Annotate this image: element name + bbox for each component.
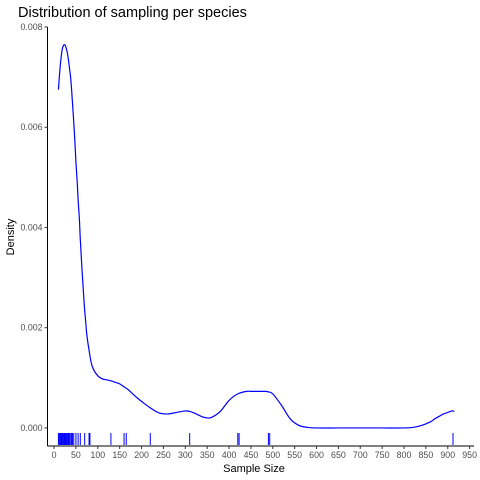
chart-title: Distribution of sampling per species xyxy=(18,5,247,21)
x-tick-label: 950 xyxy=(462,450,477,460)
x-axis-title: Sample Size xyxy=(223,463,285,475)
y-tick-label: 0.006 xyxy=(20,122,42,132)
x-tick-label: 0 xyxy=(52,450,57,460)
y-tick-label: 0.002 xyxy=(20,323,42,333)
x-tick-label: 900 xyxy=(440,450,455,460)
x-tick-label: 500 xyxy=(265,450,280,460)
x-tick-label: 50 xyxy=(71,450,81,460)
x-tick-label: 700 xyxy=(353,450,368,460)
y-axis: 0.000 0.002 0.004 0.006 0.008 xyxy=(20,22,48,446)
y-axis-title: Density xyxy=(5,218,17,255)
x-tick-label: 750 xyxy=(375,450,390,460)
x-tick-label: 300 xyxy=(178,450,193,460)
x-tick-label: 800 xyxy=(397,450,412,460)
series-group xyxy=(57,44,455,429)
x-tick-label: 200 xyxy=(134,450,149,460)
y-tick-label: 0.000 xyxy=(20,423,42,433)
x-tick-label: 150 xyxy=(112,450,127,460)
x-tick-label: 850 xyxy=(419,450,434,460)
x-tick-label: 600 xyxy=(309,450,324,460)
x-axis: 0 50 100 150 200 250 300 350 400 450 500 550 600 650 7… xyxy=(47,445,477,460)
x-tick-label: 650 xyxy=(331,450,346,460)
density-line xyxy=(57,44,455,429)
x-tick-label: 400 xyxy=(222,450,237,460)
rug-marks xyxy=(57,433,454,445)
x-tick-label: 350 xyxy=(200,450,215,460)
x-tick-label: 250 xyxy=(156,450,171,460)
y-tick-label: 0.004 xyxy=(20,222,42,232)
x-tick-label: 550 xyxy=(287,450,302,460)
x-tick-label: 100 xyxy=(90,450,105,460)
x-tick-label: 450 xyxy=(244,450,259,460)
y-tick-label: 0.008 xyxy=(20,22,42,32)
